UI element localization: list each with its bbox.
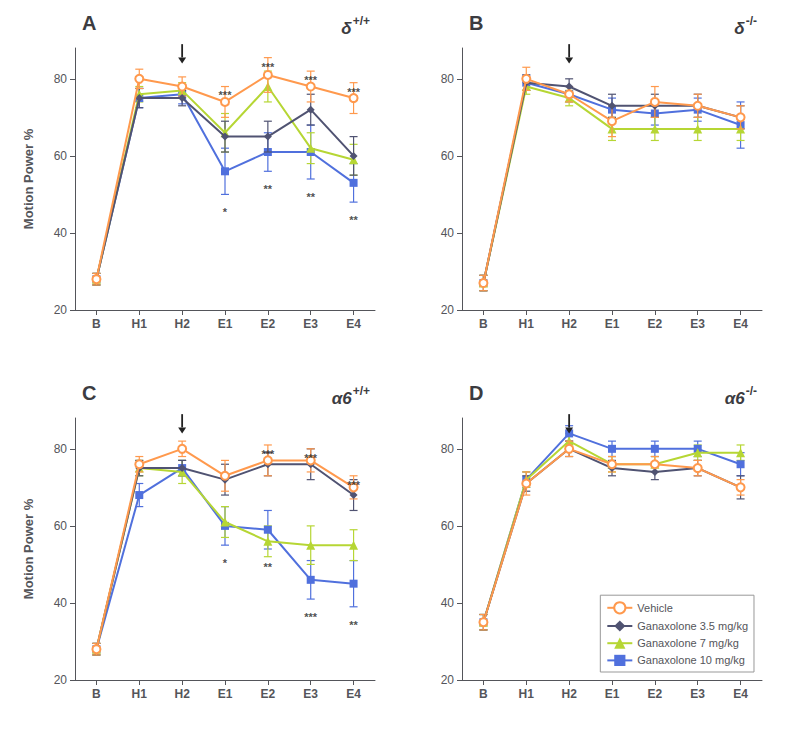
svg-text:B: B [479, 687, 488, 701]
svg-text:*: * [223, 557, 228, 569]
svg-text:E4: E4 [346, 317, 361, 331]
svg-text:***: *** [347, 479, 361, 491]
svg-text:**: ** [264, 183, 273, 195]
svg-text:80: 80 [54, 72, 68, 86]
svg-text:H2: H2 [174, 687, 190, 701]
svg-text:***: *** [304, 611, 318, 623]
svg-text:40: 40 [54, 226, 68, 240]
svg-text:H1: H1 [519, 317, 535, 331]
svg-text:40: 40 [54, 596, 68, 610]
svg-text:E2: E2 [648, 687, 663, 701]
svg-text:δ: δ [734, 19, 745, 38]
svg-text:***: *** [261, 61, 275, 73]
svg-text:***: *** [304, 452, 318, 464]
svg-text:60: 60 [54, 149, 68, 163]
svg-text:E4: E4 [346, 687, 361, 701]
svg-text:H1: H1 [519, 687, 535, 701]
svg-text:**: ** [349, 619, 358, 631]
svg-text:E2: E2 [261, 687, 276, 701]
svg-text:**: ** [264, 561, 273, 573]
svg-text:*: * [223, 206, 228, 218]
svg-text:C: C [82, 382, 96, 404]
svg-text:20: 20 [441, 303, 455, 317]
svg-text:E3: E3 [303, 317, 318, 331]
svg-text:40: 40 [441, 596, 455, 610]
svg-text:20: 20 [441, 673, 455, 687]
svg-text:α6: α6 [332, 389, 353, 408]
svg-text:Motion Power %: Motion Power % [21, 128, 36, 229]
svg-text:E1: E1 [605, 687, 620, 701]
svg-text:α6: α6 [725, 389, 746, 408]
svg-text:+/+: +/+ [353, 384, 370, 398]
svg-text:20: 20 [54, 303, 68, 317]
svg-text:***: *** [261, 448, 275, 460]
svg-text:80: 80 [441, 442, 455, 456]
svg-text:E3: E3 [303, 687, 318, 701]
svg-text:-/-: -/- [746, 14, 757, 28]
svg-text:60: 60 [441, 149, 455, 163]
svg-text:Vehicle: Vehicle [637, 602, 672, 614]
svg-text:H2: H2 [561, 687, 577, 701]
svg-text:E1: E1 [218, 687, 233, 701]
svg-text:D: D [469, 382, 483, 404]
svg-text:δ: δ [341, 19, 352, 38]
svg-text:60: 60 [54, 519, 68, 533]
svg-text:H2: H2 [174, 317, 190, 331]
svg-text:E1: E1 [605, 317, 620, 331]
svg-text:***: *** [347, 86, 361, 98]
svg-text:E2: E2 [648, 317, 663, 331]
svg-text:-/-: -/- [746, 384, 757, 398]
svg-text:Ganaxolone 3.5 mg/kg: Ganaxolone 3.5 mg/kg [637, 620, 748, 632]
svg-text:Ganaxolone 7 mg/kg: Ganaxolone 7 mg/kg [637, 637, 739, 649]
svg-text:E2: E2 [261, 317, 276, 331]
svg-text:40: 40 [441, 226, 455, 240]
svg-text:**: ** [349, 214, 358, 226]
svg-text:H1: H1 [132, 317, 148, 331]
svg-text:B: B [92, 317, 101, 331]
svg-text:B: B [479, 317, 488, 331]
svg-text:B: B [469, 12, 483, 34]
svg-text:***: *** [219, 89, 233, 101]
svg-text:E1: E1 [218, 317, 233, 331]
svg-text:**: ** [306, 191, 315, 203]
svg-text:H2: H2 [561, 317, 577, 331]
svg-text:H1: H1 [132, 687, 148, 701]
svg-text:B: B [92, 687, 101, 701]
svg-text:Motion Power %: Motion Power % [21, 498, 36, 599]
svg-text:A: A [82, 12, 96, 34]
svg-text:60: 60 [441, 519, 455, 533]
svg-text:80: 80 [441, 72, 455, 86]
svg-text:E3: E3 [690, 317, 705, 331]
svg-text:E4: E4 [733, 317, 748, 331]
svg-text:***: *** [304, 74, 318, 86]
svg-text:Ganaxolone 10 mg/kg: Ganaxolone 10 mg/kg [637, 654, 745, 666]
svg-text:E3: E3 [690, 687, 705, 701]
svg-text:80: 80 [54, 442, 68, 456]
svg-text:20: 20 [54, 673, 68, 687]
svg-text:E4: E4 [733, 687, 748, 701]
svg-text:+/+: +/+ [353, 14, 370, 28]
